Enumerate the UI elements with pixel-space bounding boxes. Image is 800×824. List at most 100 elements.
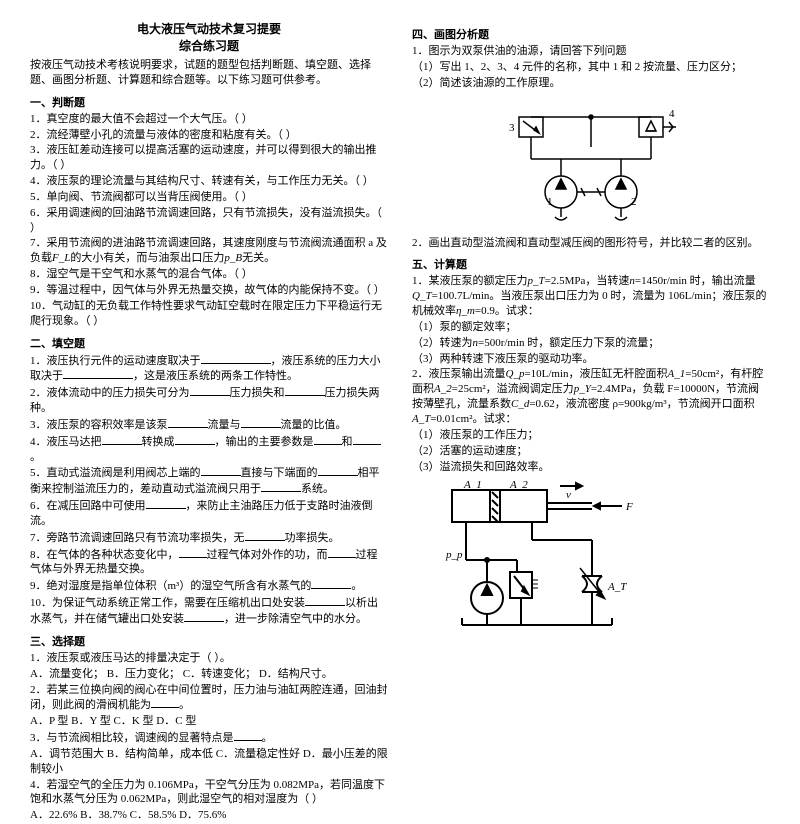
- blank: [285, 385, 325, 396]
- s1-q6: 6．采用调速阀的回油路节流调速回路，只有节流损失，没有溢流损失。（ ）: [30, 206, 388, 236]
- s2-q9: 9．绝对湿度是指单位体积（m³）的湿空气所含有水蒸气的 。: [30, 578, 388, 594]
- blank: [102, 434, 142, 445]
- s1-q3: 3．液压缸差动连接可以提高活塞的运动速度，并可以得到很大的输出推力。（ ）: [30, 143, 388, 173]
- s2-q1: 1．液压执行元件的运动速度取决于，液压系统的压力大小取决于，这是液压系统的两条工…: [30, 353, 388, 385]
- blank: [190, 385, 230, 396]
- s2-q9a: 9．绝对湿度是指单位体积（m³）的湿空气所含有水蒸气的: [30, 580, 311, 592]
- s2-q10c: ，进一步除清空气中的水分。: [224, 613, 367, 625]
- s2-q5d: 系统。: [301, 483, 334, 495]
- s2-q6: 6．在减压回路中可使用，来防止主油路压力低于支路时油液倒流。: [30, 498, 388, 529]
- right-column: 四、画图分析题 1．图示为双泵供油的油源，请回答下列问题 （1）写出 1、2、3…: [412, 20, 770, 824]
- s3-q1opt: A．流量变化； B．压力变化； C．转速变化； D．结构尺寸。: [30, 667, 388, 682]
- s2-q4b: 转换成: [142, 436, 175, 448]
- d1-label-1: 1: [547, 196, 553, 208]
- s5-q2a1: A_1: [668, 368, 686, 380]
- s5-q2cd: C_d: [511, 398, 529, 410]
- s2-q10: 10．为保证气动系统正常工作，需要在压缩机出口处安装以析出水蒸气，并在储气罐出口…: [30, 595, 388, 627]
- blank: [311, 578, 351, 589]
- blank: [234, 730, 262, 741]
- blank: [168, 417, 208, 428]
- d1-label-3: 3: [509, 122, 515, 134]
- s2-q8: 8．在气体的各种状态变化中，过程气体对外作的功，而过程气体与外界无热量交换。: [30, 547, 388, 578]
- blank: [179, 547, 207, 558]
- s1-q10: 10．气动缸的无负载工作特性要求气动缸空载时在限定压力下平稳运行无爬行现象。（ …: [30, 299, 388, 329]
- s1-q7: 7．采用节流阀的进油路节流调速回路，其速度刚度与节流阀流通面积 a 及负载F_L…: [30, 236, 388, 266]
- s5-q2at: A_T: [412, 413, 430, 425]
- blank: [318, 465, 358, 476]
- s5-q1-1: （1）泵的额定效率；: [412, 320, 770, 335]
- d2-at: A_T: [607, 581, 627, 593]
- s3-q4opt: A．22.6% B．38.7% C．58.5% D．75.6%: [30, 808, 388, 823]
- title-sub: 综合练习题: [30, 37, 388, 54]
- d2-v: v: [566, 489, 571, 501]
- intro-paragraph: 按液压气动技术考核说明要求，试题的题型包括判断题、填空题、选择题、画图分析题、计…: [30, 58, 388, 88]
- s5-q2g: =0.01cm²。试求：: [430, 413, 516, 425]
- blank: [328, 547, 356, 558]
- blank: [146, 498, 186, 509]
- s2-q2b: 压力损失和: [230, 387, 285, 399]
- d1-label-2: 2: [631, 196, 637, 208]
- section4-head: 四、画图分析题: [412, 26, 770, 42]
- s1-q7b: 的大小有关，而与油泵出口压力: [70, 252, 224, 264]
- s3-q2a: 2．若某三位换向阀的阀心在中间位置时，压力油与油缸两腔连通，回油封闭，则此阀的滑…: [30, 684, 388, 712]
- left-column: 电大液压气动技术复习提要 综合练习题 按液压气动技术考核说明要求，试题的题型包括…: [30, 20, 388, 824]
- s5-q1q: Q_T: [412, 290, 432, 302]
- s5-q2a: 2．液压泵输出流量: [412, 368, 506, 380]
- s3-q2opt: A．P 型 B．Y 型 C．K 型 D．C 型: [30, 714, 388, 729]
- s2-q4e: 。: [30, 451, 41, 463]
- section3-head: 三、选择题: [30, 633, 388, 649]
- s2-q8b: 过程气体对外作的功，而: [207, 549, 328, 561]
- s3-q4: 4．若湿空气的全压力为 0.106MPa，干空气分压为 0.082MPa，若同温…: [30, 778, 388, 808]
- s5-q1-3: （3）两种转速下液压泵的驱动功率。: [412, 352, 770, 367]
- s2-q10a: 10．为保证气动系统正常工作，需要在压缩机出口处安装: [30, 597, 305, 609]
- s2-q7b: 功率损失。: [285, 532, 340, 544]
- d2-a2: A_2: [509, 480, 528, 491]
- s2-q4d: 和: [342, 436, 353, 448]
- s5-q2q: Q_p: [506, 368, 525, 380]
- d1-label-4: 4: [669, 108, 675, 120]
- s2-q2a: 2．液体流动中的压力损失可分为: [30, 387, 190, 399]
- s2-q1c: ，这是液压系统的两条工作特性。: [133, 370, 298, 382]
- blank: [305, 595, 345, 606]
- section2-head: 二、填空题: [30, 335, 388, 351]
- s2-q6a: 6．在减压回路中可使用: [30, 500, 146, 512]
- s1-q4: 4．液压泵的理论流量与其结构尺寸、转速有关，与工作压力无关。（ ）: [30, 174, 388, 189]
- s1-q7c: 无关。: [242, 252, 275, 264]
- blank: [63, 368, 133, 379]
- blank: [175, 434, 215, 445]
- s2-q2: 2．液体流动中的压力损失可分为压力损失和压力损失两种。: [30, 385, 388, 416]
- s5-q2a2: A_2: [434, 383, 452, 395]
- s5-q1-2b: =500r/min 时，额定压力下泵的流量；: [478, 337, 659, 349]
- s2-q1a: 1．液压执行元件的运动速度取决于: [30, 355, 201, 367]
- s5-q1e: =0.9。试求：: [475, 305, 539, 317]
- s5-q1-2: （2）转速为n=500r/min 时，额定压力下泵的流量；: [412, 336, 770, 351]
- d2-a1: A_1: [463, 480, 482, 491]
- blank: [201, 465, 241, 476]
- s5-q2-1: （1）液压泵的工作压力；: [412, 428, 770, 443]
- s5-q1c: =1450r/min 时，输出流量: [635, 275, 756, 287]
- s3-q3: 3．与节流阀相比较，调速阀的显著特点是。: [30, 730, 388, 746]
- s2-q4a: 4．液压马达把: [30, 436, 102, 448]
- s2-q9b: 。: [351, 580, 362, 592]
- s4-q1-1: （1）写出 1、2、3、4 元件的名称，其中 1 和 2 按流量、压力区分；: [412, 60, 770, 75]
- s1-q7-pb: p_B: [224, 252, 242, 264]
- blank: [241, 417, 281, 428]
- s3-q1: 1．液压泵或液压马达的排量决定于（ ）。: [30, 651, 388, 666]
- s1-q1: 1．真空度的最大值不会超过一个大气压。（ ）: [30, 112, 388, 127]
- blank: [245, 530, 285, 541]
- section5-head: 五、计算题: [412, 256, 770, 272]
- blank: [314, 434, 342, 445]
- s3-q3opt: A．调节范围大 B．结构简单，成本低 C．流量稳定性好 D．最小压差的限制较小: [30, 747, 388, 777]
- s5-q1eta: η_m: [456, 305, 475, 317]
- s2-q3b: 流量与: [208, 419, 241, 431]
- blank: [184, 611, 224, 622]
- s2-q8a: 8．在气体的各种状态变化中，: [30, 549, 179, 561]
- s4-q1-2: （2）简述该油源的工作原理。: [412, 76, 770, 91]
- s5-q2-2: （2）活塞的运动速度；: [412, 444, 770, 459]
- s2-q3c: 流量的比值。: [281, 419, 347, 431]
- blank: [261, 481, 301, 492]
- diagram1: 1 2 3 4: [412, 97, 770, 230]
- d2-pp: p_p: [445, 549, 463, 561]
- s5-q1-2a: （2）转速为: [412, 337, 473, 349]
- s3-q2b: 。: [179, 699, 190, 711]
